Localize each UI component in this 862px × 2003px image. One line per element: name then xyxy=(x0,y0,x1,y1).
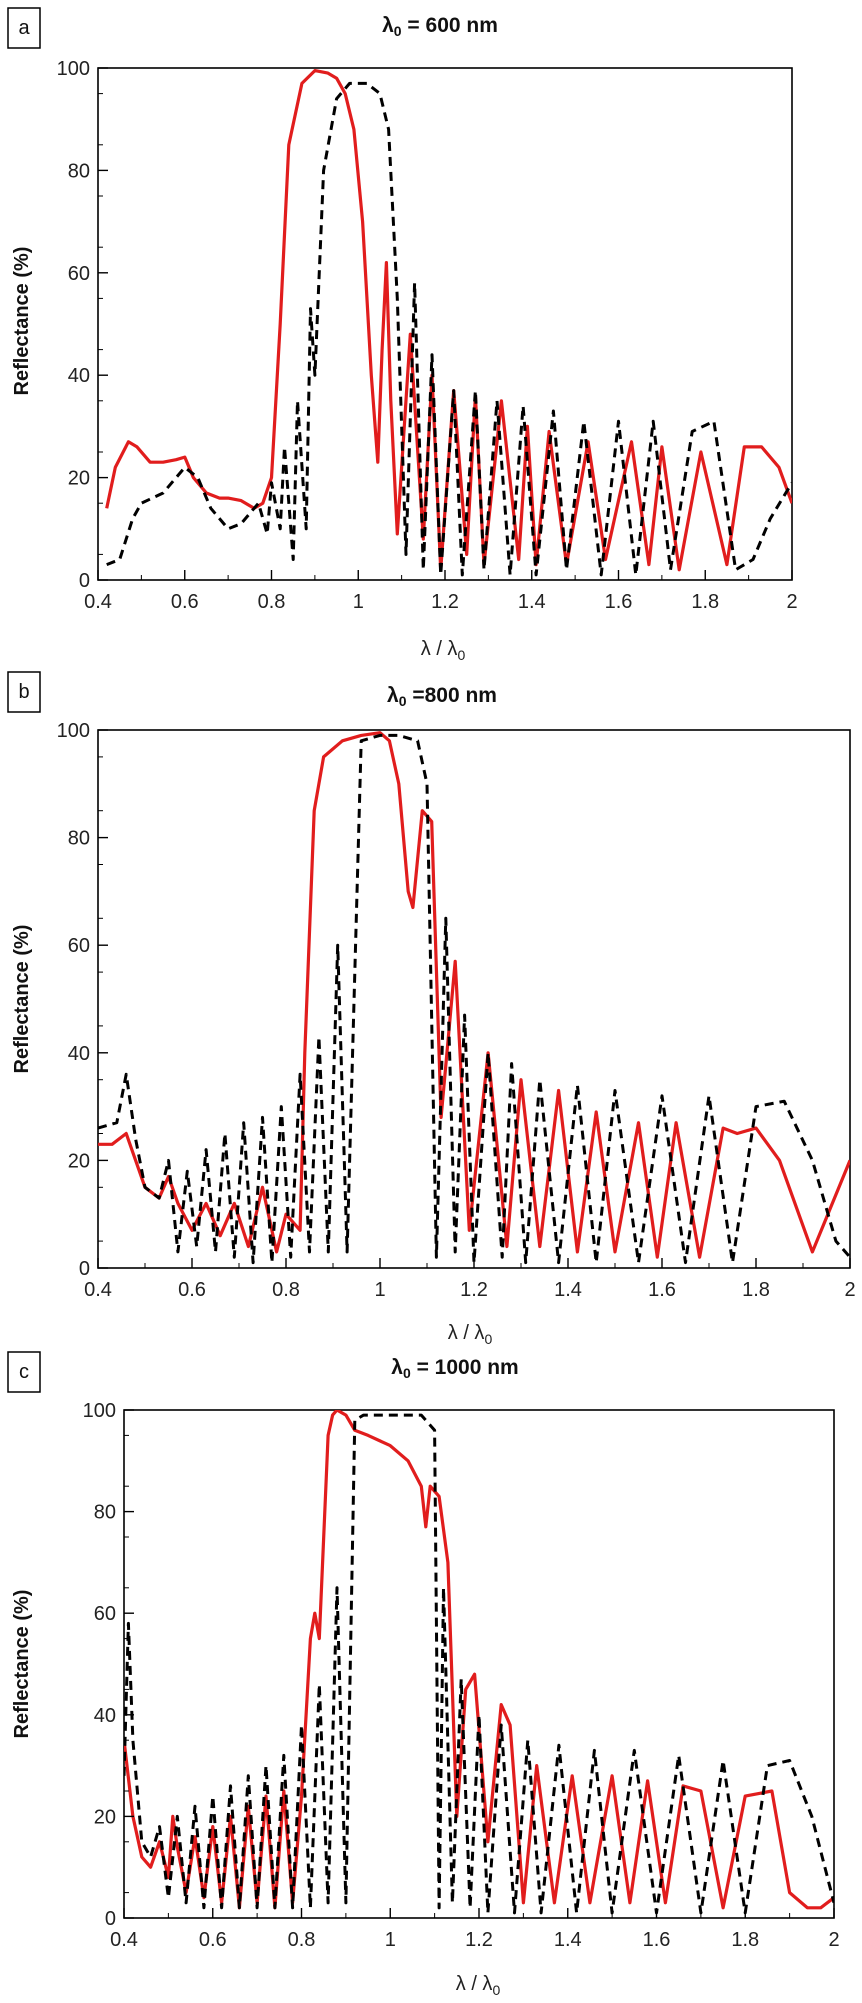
x-tick-label: 1.8 xyxy=(731,1929,759,1951)
y-tick-label: 80 xyxy=(94,1502,116,1524)
panel-a: a λ0 = 600 nm Reflectance (%) λ / λ0 020… xyxy=(7,7,798,663)
y-tick-label: 40 xyxy=(68,1043,90,1065)
y-tick-label: 60 xyxy=(94,1603,116,1625)
y-tick-label: 20 xyxy=(94,1806,116,1828)
y-tick-label: 20 xyxy=(68,468,90,490)
x-axis-label: λ / λ0 xyxy=(448,1322,493,1347)
x-tick-label: 1.8 xyxy=(691,591,719,613)
panel-letter-box xyxy=(7,7,41,49)
y-tick-label: 40 xyxy=(68,365,90,387)
x-tick-label: 0.4 xyxy=(84,591,112,613)
x-tick-label: 0.8 xyxy=(258,591,286,613)
x-tick-label: 1.8 xyxy=(742,1279,770,1301)
x-tick-label: 0.8 xyxy=(288,1929,316,1951)
y-axis-label: Reflectance (%) xyxy=(11,1590,33,1739)
x-tick-label: 1.4 xyxy=(554,1929,582,1951)
series-line-black-dashed xyxy=(106,81,792,577)
panel-letter: a xyxy=(18,17,30,39)
x-tick-label: 1.6 xyxy=(605,591,633,613)
y-tick-label: 40 xyxy=(94,1705,116,1727)
y-tick-label: 60 xyxy=(68,935,90,957)
y-tick-label: 80 xyxy=(68,828,90,850)
x-tick-label: 0.6 xyxy=(178,1279,206,1301)
series-line-red-solid xyxy=(105,69,792,572)
x-tick-label: 2 xyxy=(844,1279,855,1301)
chart-title: λ0 = 1000 nm xyxy=(391,1356,518,1381)
panel-letter-box xyxy=(7,1351,41,1393)
panel-letter: c xyxy=(19,1361,29,1383)
x-axis-label: λ / λ0 xyxy=(456,1973,501,1998)
x-tick-label: 0.4 xyxy=(110,1929,138,1951)
y-axis-label: Reflectance (%) xyxy=(11,247,33,396)
chart-title: λ0 =800 nm xyxy=(387,684,497,709)
x-tick-label: 1.6 xyxy=(648,1279,676,1301)
chart-title: λ0 = 600 nm xyxy=(382,14,498,39)
y-tick-label: 80 xyxy=(68,160,90,182)
x-tick-label: 1.4 xyxy=(554,1279,582,1301)
x-tick-label: 1.2 xyxy=(465,1929,493,1951)
x-tick-label: 0.6 xyxy=(171,591,199,613)
y-tick-label: 100 xyxy=(57,720,90,742)
panel-letter: b xyxy=(18,681,29,703)
y-tick-label: 0 xyxy=(79,570,90,592)
x-tick-label: 1.2 xyxy=(460,1279,488,1301)
y-tick-label: 100 xyxy=(83,1400,116,1422)
x-tick-label: 1.2 xyxy=(431,591,459,613)
y-axis-label: Reflectance (%) xyxy=(11,925,33,1074)
y-tick-label: 0 xyxy=(105,1908,116,1930)
x-tick-label: 1 xyxy=(374,1279,385,1301)
y-tick-label: 100 xyxy=(57,58,90,80)
x-tick-label: 0.6 xyxy=(199,1929,227,1951)
x-tick-label: 2 xyxy=(786,591,797,613)
y-tick-label: 20 xyxy=(68,1150,90,1172)
y-tick-label: 0 xyxy=(79,1258,90,1280)
x-tick-label: 1 xyxy=(353,591,364,613)
x-tick-label: 1.4 xyxy=(518,591,546,613)
x-tick-label: 0.4 xyxy=(84,1279,112,1301)
panel-letter-box xyxy=(7,671,41,713)
panel-c: c λ0 = 1000 nm Reflectance (%) λ / λ0 0 2… xyxy=(7,1351,840,1998)
x-tick-label: 1 xyxy=(385,1929,396,1951)
x-tick-label: 1.6 xyxy=(643,1929,671,1951)
x-tick-label: 0.8 xyxy=(272,1279,300,1301)
series-line-black-dashed xyxy=(98,733,850,1265)
panel-b: b λ0 =800 nm Reflectance (%) λ / λ0 0 20 4… xyxy=(7,671,856,1347)
plot-frame xyxy=(123,1409,835,1919)
x-tick-label: 2 xyxy=(828,1929,839,1951)
x-axis-label: λ / λ0 xyxy=(421,638,466,663)
y-tick-label: 60 xyxy=(68,263,90,285)
